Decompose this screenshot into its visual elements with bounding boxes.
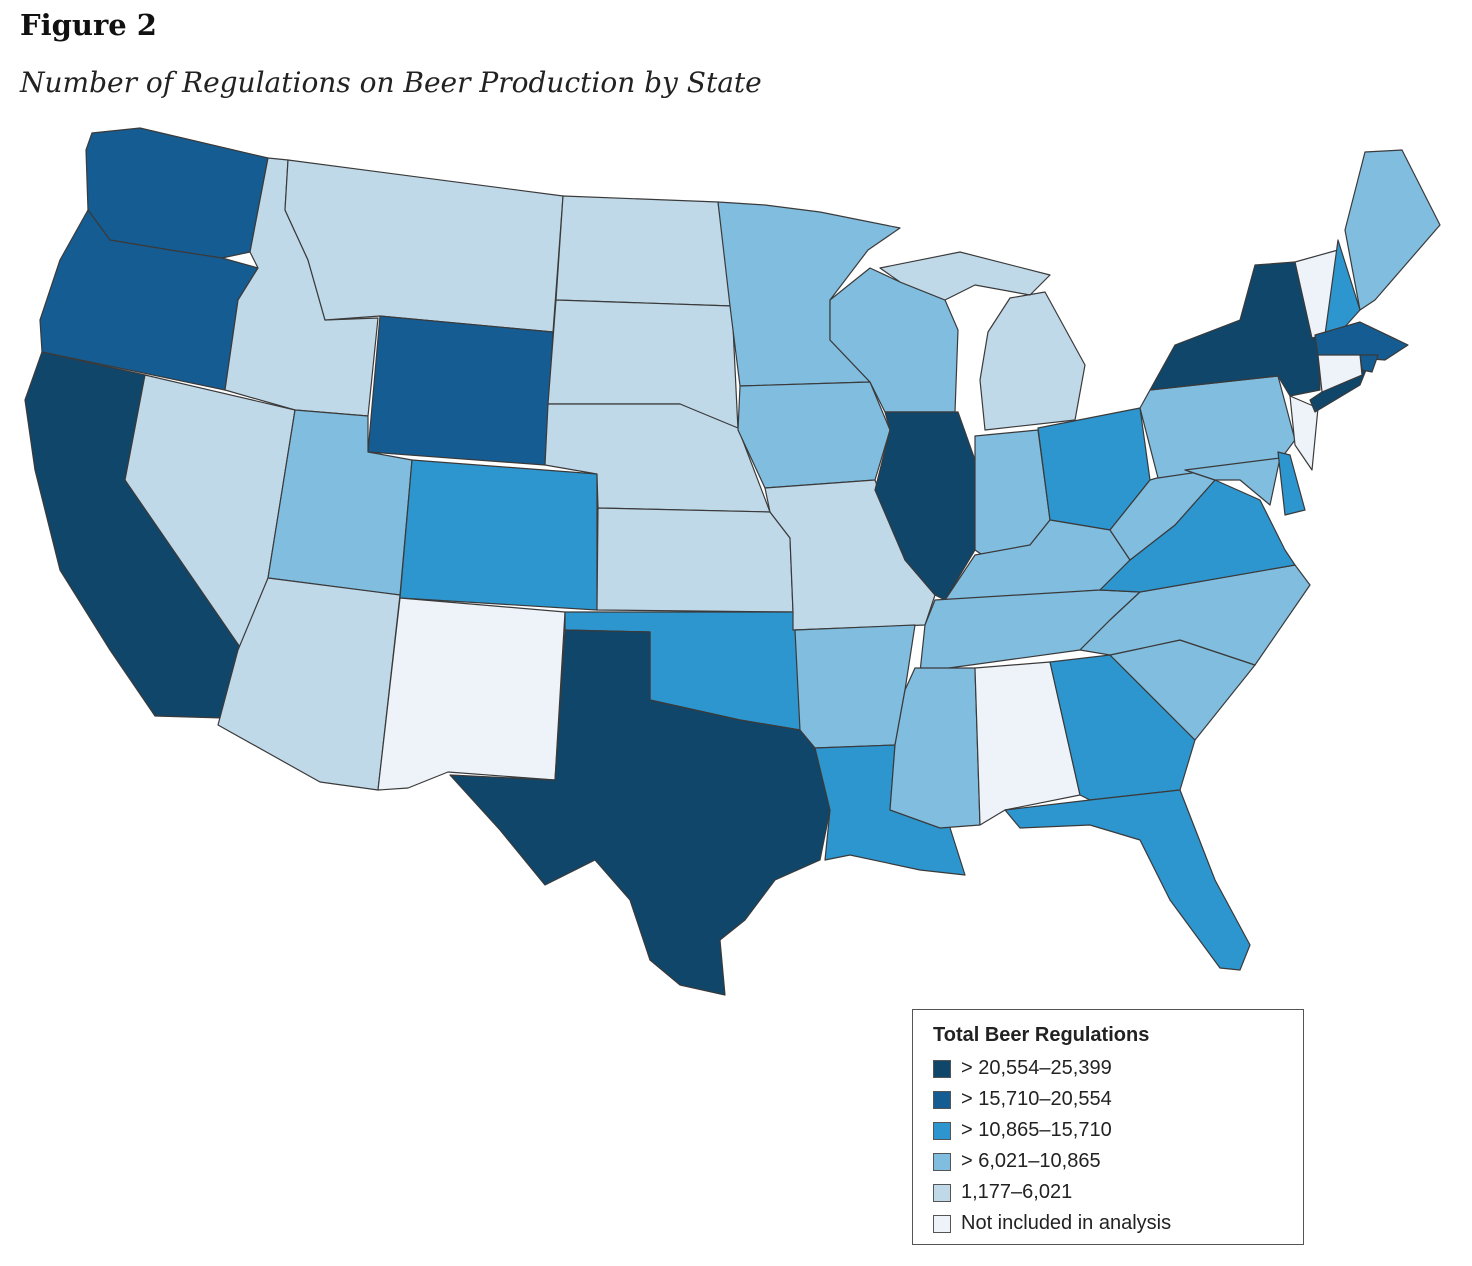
legend-item: > 10,865–15,710 bbox=[933, 1115, 1303, 1146]
legend-label: > 6,021–10,865 bbox=[961, 1150, 1101, 1172]
state-MD bbox=[1184, 457, 1281, 506]
figure-label: Figure 2 bbox=[20, 8, 157, 42]
figure-title: Number of Regulations on Beer Production… bbox=[20, 66, 762, 99]
legend-item: > 6,021–10,865 bbox=[933, 1146, 1303, 1177]
legend-title: Total Beer Regulations bbox=[933, 1024, 1150, 1046]
state-MT bbox=[284, 159, 564, 333]
legend-label: 1,177–6,021 bbox=[961, 1181, 1073, 1203]
legend-swatch bbox=[933, 1152, 951, 1171]
state-NC bbox=[1079, 564, 1311, 666]
legend-swatch bbox=[933, 1183, 951, 1202]
state-KS bbox=[596, 507, 794, 613]
state-CO bbox=[399, 459, 598, 611]
state-AL bbox=[974, 661, 1081, 826]
state-NJ bbox=[1289, 395, 1319, 471]
state-FL bbox=[1004, 789, 1251, 971]
state-ND bbox=[555, 195, 733, 307]
state-MI bbox=[879, 251, 1086, 431]
map-legend: Total Beer Regulations > 20,554–25,399 >… bbox=[912, 1009, 1304, 1245]
state-NM bbox=[377, 597, 566, 791]
legend-item: > 15,710–20,554 bbox=[933, 1084, 1303, 1115]
legend-item: 1,177–6,021 bbox=[933, 1177, 1303, 1208]
state-DE bbox=[1277, 451, 1306, 516]
state-ME bbox=[1344, 149, 1441, 311]
state-MA bbox=[1314, 321, 1409, 361]
state-WA bbox=[85, 127, 269, 259]
state-IL bbox=[874, 411, 976, 601]
state-IA bbox=[737, 381, 891, 489]
state-CT bbox=[1317, 354, 1363, 393]
legend-swatch bbox=[933, 1059, 951, 1078]
state-WI bbox=[829, 267, 959, 413]
legend-label: > 20,554–25,399 bbox=[961, 1057, 1112, 1079]
legend-swatch bbox=[933, 1214, 951, 1233]
legend-swatch bbox=[933, 1121, 951, 1140]
legend-label: Not included in analysis bbox=[961, 1212, 1172, 1234]
legend-label: > 15,710–20,554 bbox=[961, 1088, 1112, 1110]
legend-item: > 20,554–25,399 bbox=[933, 1053, 1303, 1084]
state-RI bbox=[1359, 354, 1379, 373]
state-WY bbox=[367, 315, 554, 466]
state-AR bbox=[794, 624, 916, 749]
legend-item: Not included in analysis bbox=[933, 1208, 1303, 1239]
legend-label: > 10,865–15,710 bbox=[961, 1119, 1112, 1141]
state-TX bbox=[449, 629, 831, 996]
legend-swatch bbox=[933, 1090, 951, 1109]
